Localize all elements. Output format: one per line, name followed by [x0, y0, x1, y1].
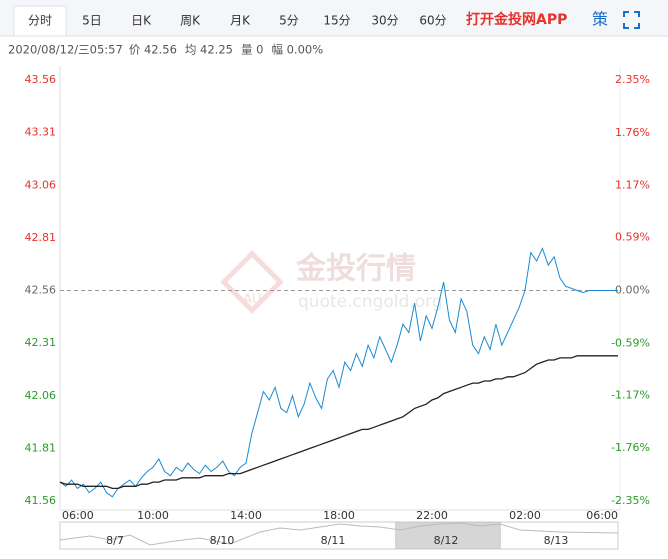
x-tick-label: 22:00: [416, 509, 448, 522]
navigator-date: 8/11: [321, 534, 346, 547]
y2-tick-label: 1.76%: [615, 126, 650, 139]
tab[interactable]: 日K: [131, 14, 152, 28]
y2-tick-label: -2.35%: [611, 494, 650, 507]
tab[interactable]: 分时: [28, 14, 52, 28]
x-tick-label: 06:00: [586, 509, 618, 522]
y2-tick-label: 0.59%: [615, 231, 650, 244]
active-tab-bg: [13, 5, 67, 37]
navigator-date: 8/13: [544, 534, 569, 547]
y2-tick-label: -1.76%: [611, 441, 650, 454]
tab[interactable]: 5分: [279, 14, 299, 28]
tab[interactable]: 月K: [230, 14, 251, 28]
y2-tick-label: 1.17%: [615, 179, 650, 192]
y-tick-label: 42.31: [25, 336, 57, 349]
info-item: 幅 0.00%: [271, 43, 323, 57]
info-item: 价 42.56: [129, 43, 177, 57]
y-tick-label: 41.81: [25, 441, 57, 454]
strategy-button[interactable]: 策: [592, 10, 608, 29]
tab[interactable]: 周K: [180, 14, 201, 28]
tab[interactable]: 60分: [419, 14, 446, 28]
tab-bar: [0, 0, 668, 36]
tab[interactable]: 5日: [82, 14, 102, 28]
y-tick-label: 43.31: [25, 126, 57, 139]
navigator-date: 8/10: [210, 534, 235, 547]
y2-tick-label: -0.59%: [611, 336, 650, 349]
x-tick-label: 02:00: [509, 509, 541, 522]
y-tick-label: 41.56: [25, 494, 57, 507]
y-tick-label: 42.06: [25, 389, 57, 402]
tab[interactable]: 15分: [323, 14, 350, 28]
y-tick-label: 43.06: [25, 178, 57, 191]
x-tick-label: 06:00: [62, 509, 94, 522]
info-item: 量 0: [241, 43, 263, 57]
info-datetime: 2020/08/12/三05:57: [8, 43, 123, 57]
watermark-brand: 金投行情: [295, 252, 416, 287]
x-tick-label: 10:00: [137, 509, 169, 522]
navigator-date: 8/12: [434, 534, 459, 547]
navigator-window[interactable]: [395, 522, 501, 549]
y2-tick-label: 0.00%: [615, 284, 650, 297]
tabs: 分时 5日 日K 周K 月K 5分 15分 30分 60分: [28, 14, 447, 28]
x-tick-label: 14:00: [230, 509, 262, 522]
x-tick-label: 18:00: [323, 509, 355, 522]
tab[interactable]: 30分: [371, 14, 398, 28]
y-tick-label: 42.81: [25, 231, 57, 244]
y-tick-label: 42.56: [25, 284, 57, 297]
y2-tick-label: 2.35%: [615, 73, 650, 86]
navigator-date: 8/7: [106, 534, 124, 547]
info-line: 2020/08/12/三05:57 价 42.56 均 42.25 量 0 幅 0.00…: [8, 43, 323, 57]
fullscreen-icon[interactable]: [623, 11, 640, 29]
price-line: [59, 247, 618, 498]
price-line: [59, 355, 618, 490]
watermark-site: quote.cngold.org: [298, 292, 443, 312]
navigator: [59, 521, 619, 550]
watermark: AU 金投行情 quote.cngold.org: [220, 250, 443, 314]
watermark-logo: AU: [243, 293, 261, 308]
app-link[interactable]: 打开金投网APP: [466, 11, 567, 28]
y2-tick-label: -1.17%: [611, 388, 650, 401]
info-item: 均 42.25: [185, 43, 233, 57]
y-tick-label: 43.56: [25, 73, 57, 86]
